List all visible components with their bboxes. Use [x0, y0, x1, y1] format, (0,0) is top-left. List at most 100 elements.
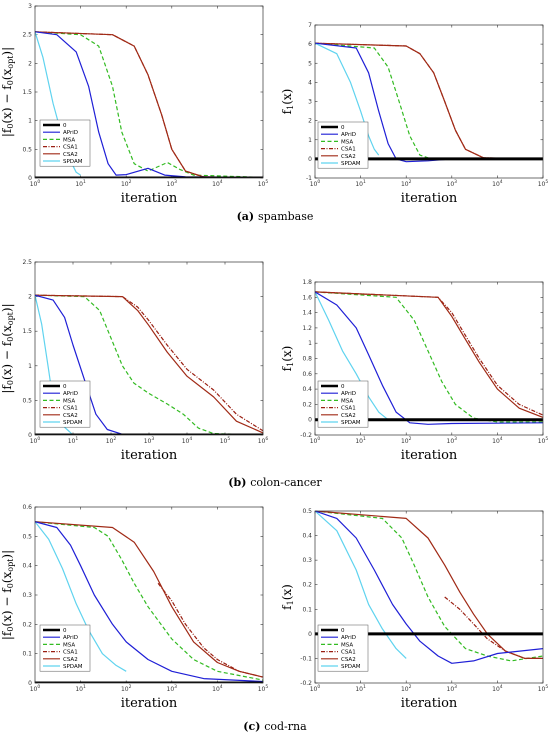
legend-label: MSA	[63, 642, 75, 648]
y-tick-label: 5	[308, 60, 312, 67]
x-tick-label: 101	[75, 684, 86, 693]
x-tick-label: 104	[492, 436, 503, 445]
series-line-csa2	[35, 521, 263, 678]
x-tick-label: 103	[447, 179, 458, 188]
y-tick-label: 7	[308, 22, 312, 29]
series-line-msa	[35, 294, 263, 435]
x-tick-label: 101	[355, 436, 366, 445]
x-axis-label: iteration	[401, 191, 458, 206]
axes-frame	[34, 261, 264, 436]
x-tick-label: 102	[401, 684, 412, 693]
y-tick-label: 4	[308, 79, 312, 86]
y-tick-label: 1.8	[302, 279, 312, 286]
y-tick-label: 1	[308, 137, 312, 144]
y-tick-label: 2	[308, 118, 312, 125]
legend-label: MSA	[63, 398, 75, 404]
chart-panel-a-left: 100 101 102 103 104 105 0 0.5 1 1.5 2 2.5 3 iteration…	[0, 3, 268, 206]
legend-box	[317, 121, 369, 169]
y-tick-label: 0	[28, 175, 32, 182]
series-group	[315, 511, 543, 664]
legend-box	[39, 119, 91, 167]
legend-label: SPDAM	[63, 664, 83, 670]
series-line-csa2	[35, 294, 263, 434]
y-tick-label: 1.4	[302, 310, 312, 317]
series-line-msa	[35, 521, 263, 681]
legend-label: 0	[341, 628, 345, 634]
x-tick-label: 104	[212, 179, 223, 188]
x-tick-label: 105	[538, 436, 549, 445]
y-tick-label: 1	[28, 363, 32, 370]
legend-label: 0	[63, 628, 67, 634]
legend-label: MSA	[341, 398, 353, 404]
series-group	[35, 31, 263, 178]
legend-label: CSA2	[63, 657, 78, 663]
legend-label: 0	[63, 123, 67, 129]
y-tick-label: 0.3	[22, 592, 32, 599]
series-line-spdam	[315, 291, 389, 421]
x-tick-label: 106	[258, 436, 269, 445]
y-tick-label: 3	[28, 3, 32, 10]
chart-panel-c-left: 100 101 102 103 104 105 0 0.1 0.2 0.3 0.4 0.5 0.6 ite…	[0, 504, 268, 711]
x-axis-label: iteration	[121, 448, 178, 463]
series-line-aprid	[35, 521, 263, 683]
x-tick-label: 100	[310, 684, 321, 693]
x-tick-label: 102	[401, 436, 412, 445]
y-tick-label: -1	[306, 175, 312, 182]
legend-box	[317, 380, 369, 428]
y-tick-label: 0	[308, 417, 312, 424]
legend-label: APriD	[63, 130, 78, 136]
y-tick-label: 0.1	[22, 651, 32, 658]
legend-label: APriD	[341, 132, 356, 138]
y-tick-label: 2.5	[22, 32, 32, 39]
y-tick-label: 0.2	[302, 582, 312, 589]
y-tick-label: 1.5	[22, 89, 32, 96]
y-tick-label: 0.6	[22, 504, 32, 511]
series-line-csa1	[35, 294, 263, 432]
x-tick-label: 104	[182, 436, 193, 445]
y-tick-label: -0.1	[300, 655, 312, 662]
chart-panel-a-right: 100 101 102 103 104 105 -1 0 1 2 3 4 5 6 7 iteration f1​…	[280, 22, 548, 206]
x-tick-label: 101	[355, 684, 366, 693]
legend-label: CSA2	[63, 413, 78, 419]
legend-label: CSA1	[63, 406, 78, 412]
series-line-aprid	[35, 31, 263, 178]
legend-label: SPDAM	[63, 420, 83, 426]
y-tick-label: 1.2	[302, 325, 312, 332]
legend-label: CSA2	[63, 152, 78, 158]
y-tick-label: -0.2	[300, 432, 312, 439]
x-tick-label: 103	[447, 684, 458, 693]
x-tick-label: 100	[30, 179, 41, 188]
series-line-csa2	[315, 42, 543, 160]
y-tick-label: 1	[308, 340, 312, 347]
legend-label: CSA1	[341, 650, 356, 656]
y-tick-label: 0	[308, 156, 312, 163]
y-axis-label: f1​(x)	[280, 346, 295, 372]
legend-label: 0	[341, 384, 345, 390]
y-axis-label: |f0​(x) − f0​(xopt​)|	[0, 47, 15, 137]
axes-frame	[34, 5, 264, 179]
axes-frame	[314, 281, 544, 436]
series-line-csa2	[315, 511, 543, 660]
legend-label: MSA	[63, 137, 75, 143]
y-tick-label: 0.4	[22, 563, 32, 570]
legend-label: MSA	[341, 139, 353, 145]
legend-label: CSA2	[341, 657, 356, 663]
x-axis-label: iteration	[401, 696, 458, 711]
y-tick-label: 0.2	[22, 621, 32, 628]
legend-box	[317, 624, 369, 672]
y-tick-label: 0	[308, 631, 312, 638]
legend-label: 0	[63, 384, 67, 390]
y-axis-label: f1​(x)	[280, 584, 295, 610]
y-tick-label: 2.5	[22, 259, 32, 266]
y-tick-label: 3	[308, 99, 312, 106]
x-tick-label: 104	[492, 179, 503, 188]
legend-label: MSA	[341, 642, 353, 648]
y-tick-label: 0.4	[302, 533, 312, 540]
legend-label: SPDAM	[341, 664, 361, 670]
series-group	[315, 291, 543, 425]
y-tick-label: 0	[28, 432, 32, 439]
axes-frame	[314, 24, 544, 179]
